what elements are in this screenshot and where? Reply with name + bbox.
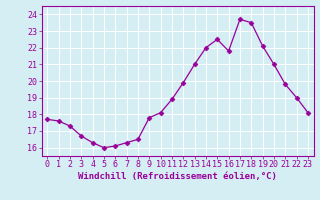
X-axis label: Windchill (Refroidissement éolien,°C): Windchill (Refroidissement éolien,°C) — [78, 172, 277, 181]
